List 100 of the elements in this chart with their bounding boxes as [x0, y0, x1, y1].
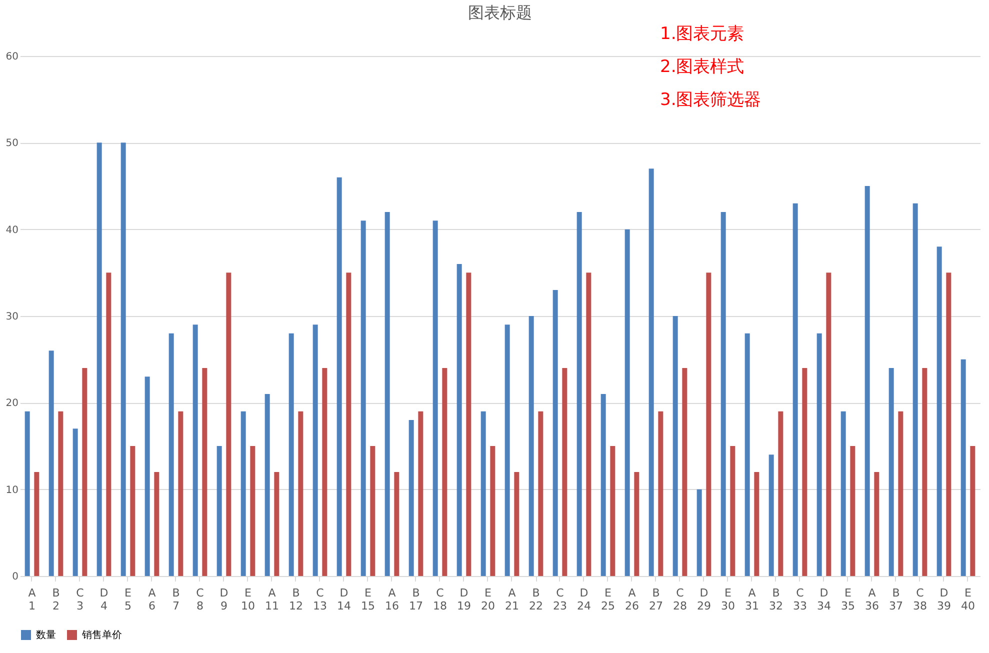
bar — [288, 333, 294, 576]
bar — [466, 272, 472, 576]
bar — [394, 472, 400, 576]
bar — [264, 394, 270, 576]
bar — [504, 324, 510, 576]
legend-label: 销售单价 — [81, 629, 122, 641]
y-tick-label: 30 — [6, 312, 18, 322]
x-tick-label: A 6 — [148, 586, 156, 612]
bar — [682, 368, 688, 576]
x-tick-label: D 29 — [697, 586, 711, 612]
x-tick-label: C 3 — [76, 586, 84, 612]
x-tick-label: B 17 — [409, 586, 423, 612]
bar — [864, 186, 870, 576]
bar — [120, 142, 126, 576]
annotation: 3.图表筛选器 — [660, 90, 762, 110]
bar — [178, 411, 184, 576]
x-tick-label: D 34 — [817, 586, 831, 612]
bar — [826, 272, 832, 576]
bar — [298, 411, 304, 576]
x-tick-label: A 21 — [505, 586, 519, 612]
bar — [250, 446, 256, 576]
x-tick-label: E 35 — [841, 586, 855, 612]
x-tick-label: C 33 — [793, 586, 807, 612]
text: 1.图表元素 — [660, 24, 744, 44]
bar — [34, 472, 40, 576]
x-tick-label: E 30 — [721, 586, 735, 612]
x-tick-label: A 26 — [625, 586, 639, 612]
bar — [898, 411, 904, 576]
x-tick-label: B 7 — [172, 586, 180, 612]
y-tick-label: 10 — [6, 484, 18, 496]
bar — [672, 316, 678, 576]
x-tick-label: E 10 — [241, 586, 255, 612]
bar — [874, 472, 880, 576]
bar — [336, 177, 342, 576]
bar — [370, 446, 376, 576]
bar — [226, 272, 232, 576]
bar — [610, 446, 616, 576]
bar — [528, 316, 534, 576]
bar — [816, 333, 822, 576]
x-tick-label: A 11 — [265, 586, 279, 612]
x-tick-label: A 36 — [865, 586, 879, 612]
y-tick-label: 0 — [12, 572, 18, 582]
bar — [144, 376, 150, 576]
bar — [778, 411, 784, 576]
bar — [96, 142, 102, 576]
bar — [192, 324, 198, 576]
bar — [240, 411, 246, 576]
bar — [946, 272, 952, 576]
x-tick-label: C 18 — [433, 586, 447, 612]
x-tick-label: C 8 — [196, 586, 204, 612]
bar — [82, 368, 88, 576]
bar — [706, 272, 712, 576]
bar — [850, 446, 856, 576]
x-tick-label: B 12 — [289, 586, 303, 612]
x-tick-label: D 39 — [937, 586, 951, 612]
x-tick-label: A 1 — [28, 586, 36, 612]
bar — [274, 472, 280, 576]
bar — [202, 368, 208, 576]
bar — [322, 368, 328, 576]
bar — [154, 472, 160, 576]
x-tick-label: D 24 — [577, 586, 591, 612]
bar — [480, 411, 486, 576]
bar — [624, 229, 630, 576]
bar — [648, 168, 654, 576]
bar — [216, 446, 222, 576]
y-tick-label: 60 — [6, 52, 18, 62]
bar — [730, 446, 736, 576]
x-tick-label: E 20 — [481, 586, 495, 612]
y-tick-label: 50 — [6, 138, 18, 150]
bar — [912, 203, 918, 576]
x-tick-label: D 14 — [337, 586, 351, 612]
bar — [432, 220, 438, 576]
bar — [922, 368, 928, 576]
x-tick-label: D 9 — [220, 586, 228, 612]
bar — [106, 272, 112, 576]
bar — [130, 446, 136, 576]
x-tick-label: B 32 — [769, 586, 783, 612]
x-tick-label: B 37 — [889, 586, 903, 612]
chart-title: 图表标题 — [468, 3, 532, 22]
y-tick-label: 20 — [6, 398, 18, 410]
legend-label: 数量 — [36, 630, 56, 641]
bar — [72, 428, 78, 576]
bar — [418, 411, 424, 576]
x-tick-label: A 16 — [385, 586, 399, 612]
bar — [538, 411, 544, 576]
y-tick-label: 40 — [6, 224, 18, 236]
bar — [792, 203, 798, 576]
bar — [754, 472, 760, 576]
bar — [802, 368, 808, 576]
bar — [586, 272, 592, 576]
bar — [840, 411, 846, 576]
bar — [658, 411, 664, 576]
bar — [960, 359, 966, 576]
bar — [168, 333, 174, 576]
x-tick-label: D 19 — [457, 586, 471, 612]
bar — [634, 472, 640, 576]
x-tick-label: A 31 — [745, 586, 759, 612]
bar — [58, 411, 64, 576]
x-tick-label: C 28 — [673, 586, 687, 612]
x-tick-label: E 15 — [361, 586, 375, 612]
